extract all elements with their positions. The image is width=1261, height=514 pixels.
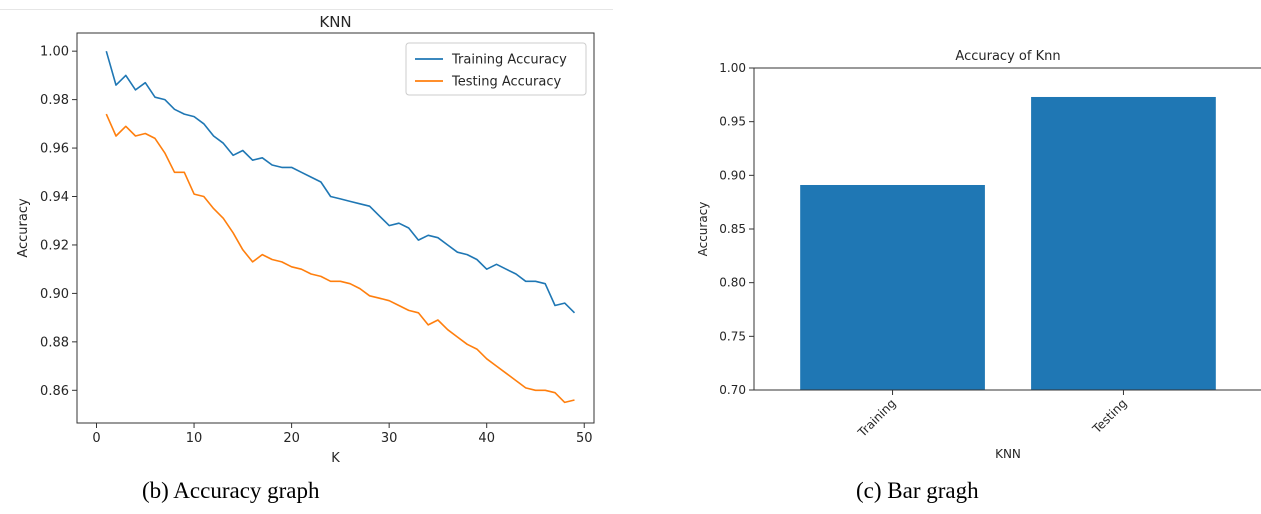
legend-label-1: Testing Accuracy [451,75,561,90]
bar-testing [1031,96,1216,390]
legend-box [405,42,587,96]
y-tick-label: 0.96 [40,142,69,157]
series-line-1 [105,113,575,404]
chart-title: Accuracy of Knn [955,49,1060,64]
x-tick-label: 30 [381,431,398,446]
y-tick-label: 0.92 [40,238,69,253]
y-tick-label: 0.80 [719,276,746,290]
y-tick-label: 0.94 [40,190,69,205]
y-tick-label: 1.00 [40,45,69,60]
x-tick-label: 40 [478,431,495,446]
left-figure-caption: (b) Accuracy graph [142,478,320,503]
y-axis-label: Accuracy [696,202,710,257]
x-tick-label: 10 [186,431,203,446]
plot-frame [76,32,595,424]
x-axis-label: K [331,451,340,466]
x-tick-label: Training [855,396,899,440]
y-tick-label: 0.98 [40,93,69,108]
top-divider [0,9,613,10]
y-tick-label: 0.90 [719,168,746,182]
y-tick-label: 0.95 [719,115,746,129]
y-tick-label: 1.00 [719,61,746,75]
x-tick-label: 0 [92,431,100,446]
y-tick-label: 0.70 [719,383,746,397]
y-tick-label: 0.75 [719,329,746,343]
y-tick-label: 0.86 [40,384,69,399]
knn-bar-chart: 0.70 0.75 0.80 0.85 0.90 0.95 1.00 Training Test… [696,49,1261,461]
x-tick-label: Testing [1089,396,1129,436]
right-figure-caption: (c) Bar gragh [856,478,979,503]
knn-line-chart: 0 10 20 30 40 50 0.86 0.88 0.90 0.92 0.94 0.96 0.98 1… [16,13,595,466]
x-axis-label: KNN [995,447,1021,461]
series-line-0 [105,50,576,314]
y-tick-label: 0.85 [719,222,746,236]
legend-label-0: Training Accuracy [451,53,567,68]
y-tick-label: 0.88 [40,335,69,350]
bar-training [800,184,985,390]
x-tick-label: 50 [576,431,593,446]
y-tick-label: 0.90 [40,287,69,302]
chart-title: KNN [319,13,351,31]
x-tick-label: 20 [283,431,300,446]
y-axis-label: Accuracy [16,198,31,258]
